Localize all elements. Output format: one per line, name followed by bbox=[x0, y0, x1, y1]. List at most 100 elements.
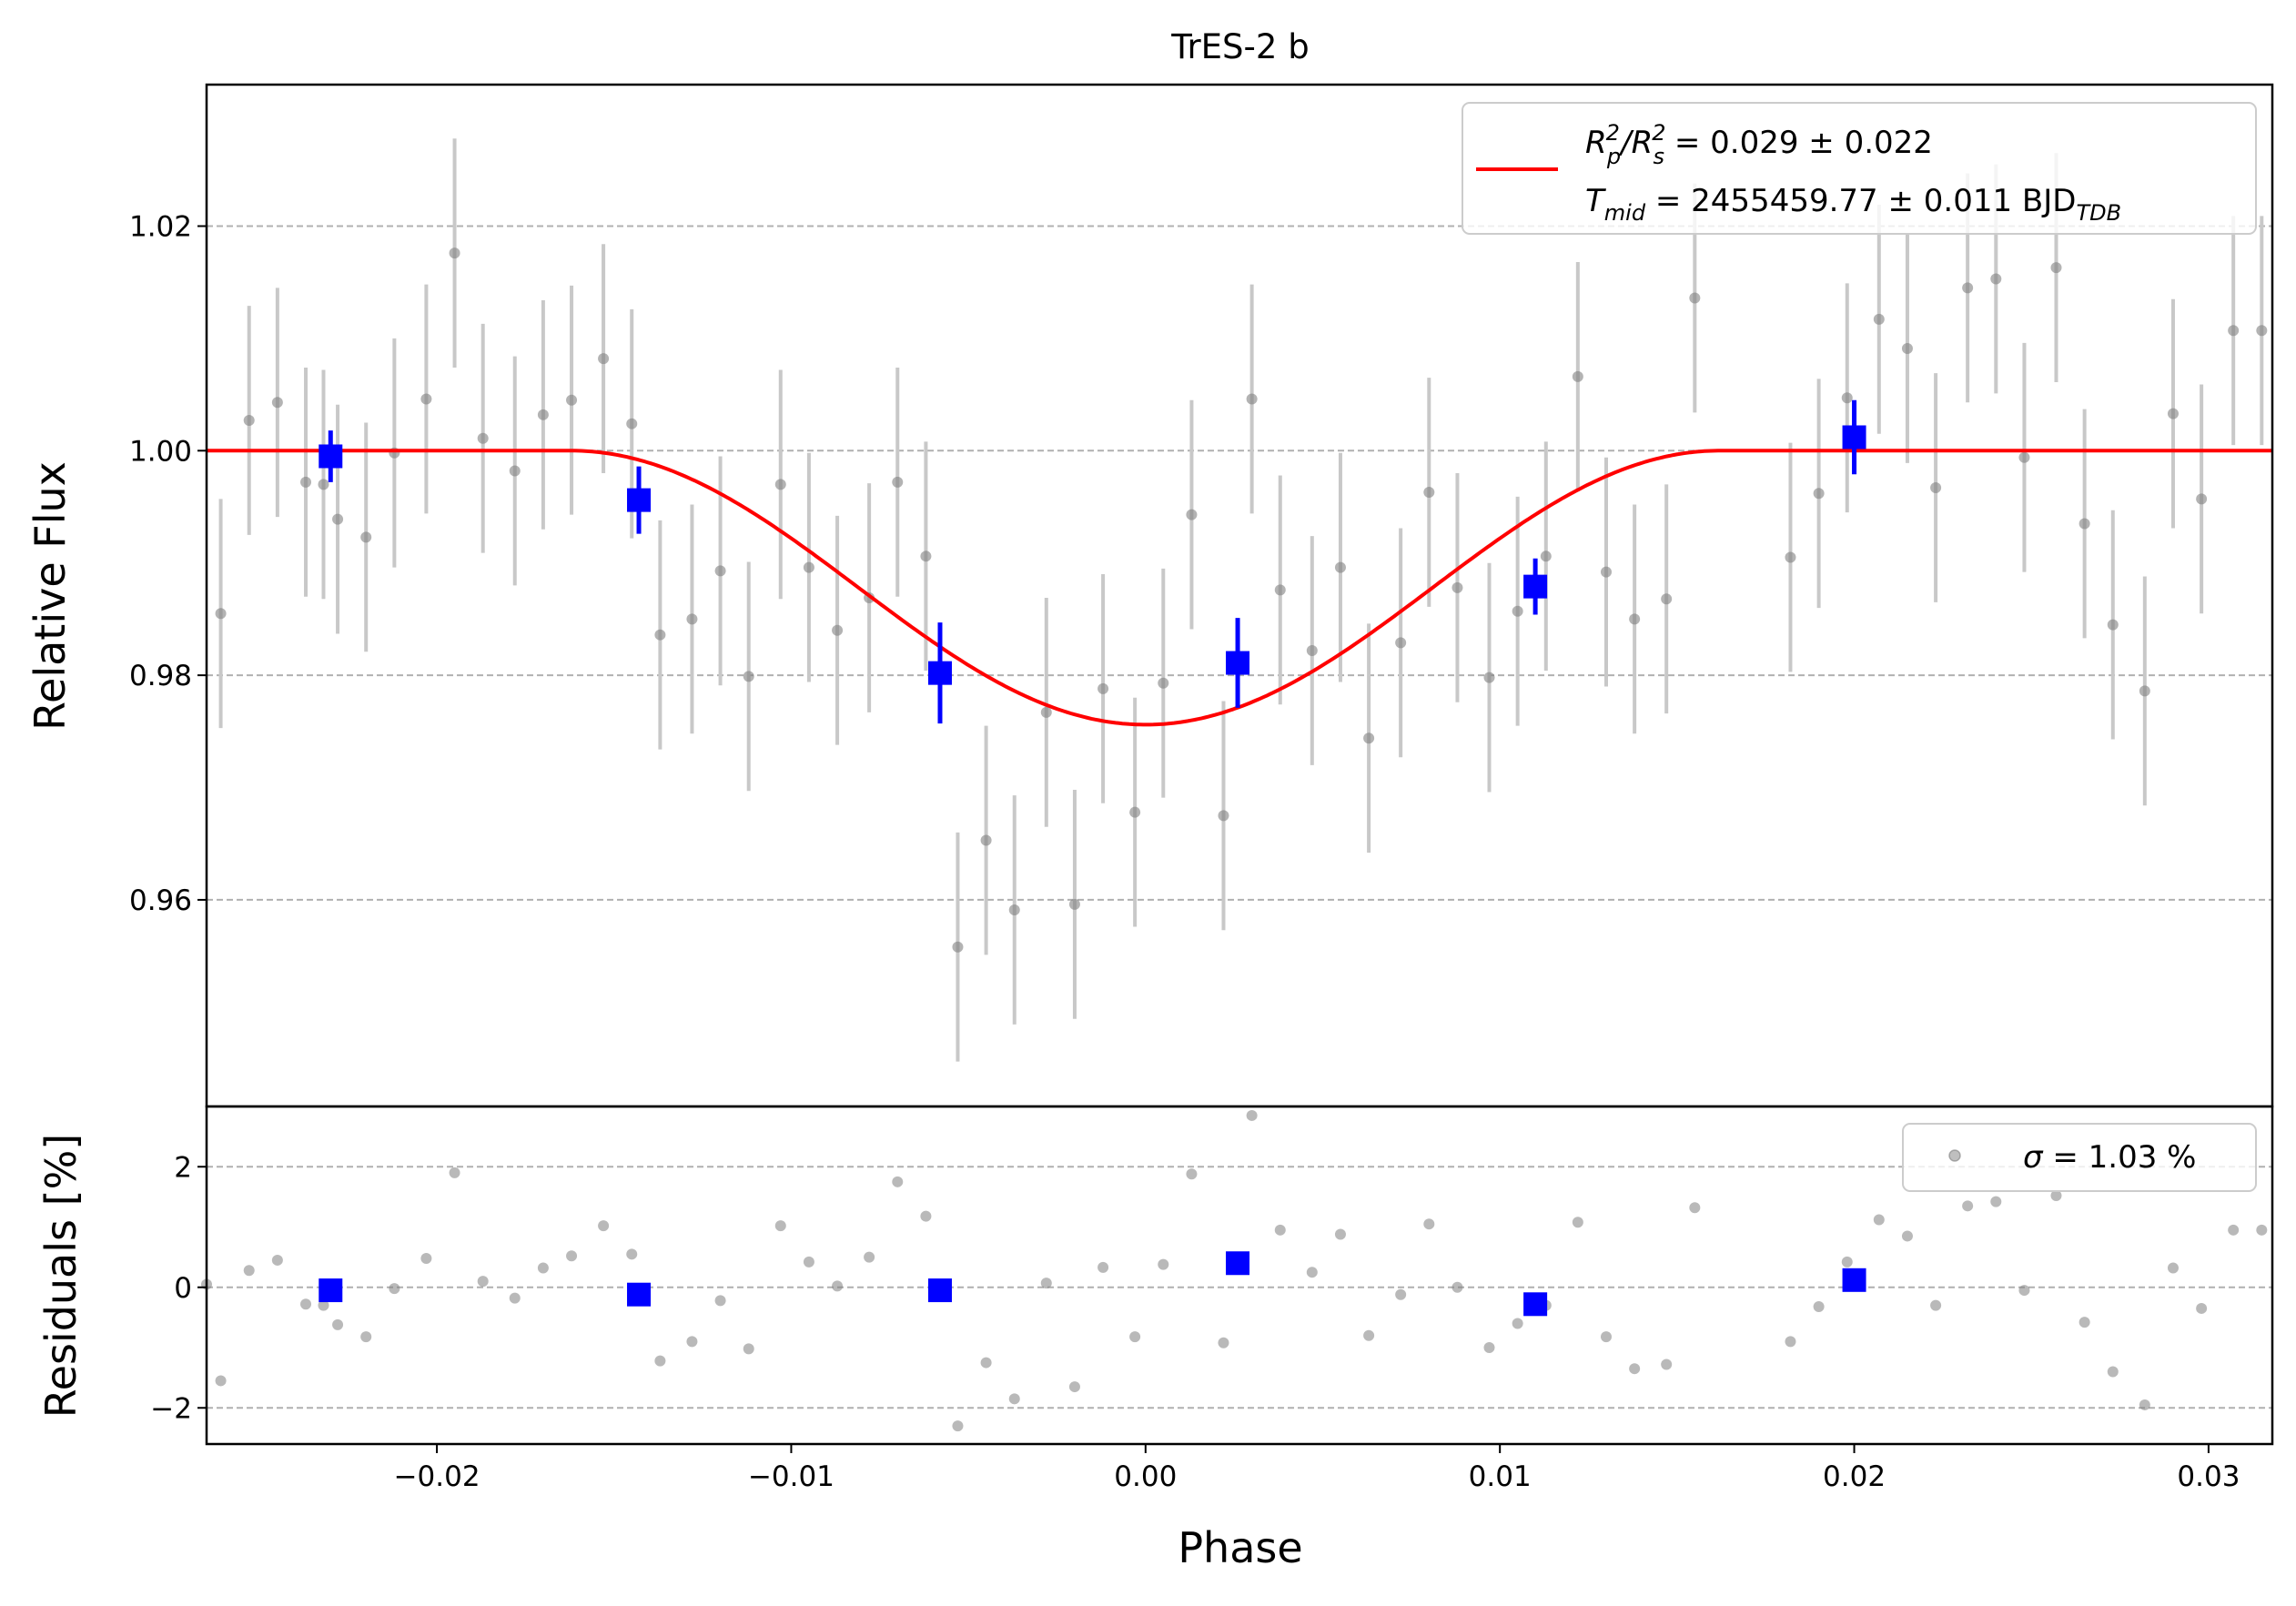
raw-data-point bbox=[654, 629, 666, 641]
raw-data-point bbox=[1962, 282, 1974, 294]
raw-data-point bbox=[243, 414, 255, 426]
main-legend: R2 p/R2 s = 0.029 ± 0.022 Tmid = 2455459.7… bbox=[1462, 102, 2257, 235]
residual-data-point bbox=[1629, 1363, 1641, 1375]
raw-data-point bbox=[1306, 644, 1318, 656]
residual-y-ticks: −2 0 2 bbox=[150, 1151, 207, 1425]
main-legend-box bbox=[1462, 102, 2257, 235]
residual-data-point bbox=[1901, 1230, 1913, 1242]
legend-entry-tmid: Tmid = 2455459.77 ± 0.011 BJDTDB bbox=[1585, 183, 2121, 226]
residual-data-point bbox=[714, 1295, 726, 1307]
residual-data-point bbox=[420, 1252, 432, 1264]
residual-data-point bbox=[2079, 1317, 2090, 1328]
residual-data-point bbox=[864, 1251, 875, 1263]
residual-data-point bbox=[1334, 1228, 1346, 1240]
residual-data-point bbox=[1661, 1359, 1673, 1370]
residual-data-point bbox=[1689, 1202, 1701, 1214]
residual-data-point bbox=[215, 1375, 227, 1387]
residual-data-point bbox=[1483, 1342, 1495, 1353]
main-y-tick-label: 0.96 bbox=[129, 884, 192, 917]
residual-data-point bbox=[1841, 1256, 1853, 1268]
residual-data-point bbox=[1990, 1196, 2002, 1207]
residual-data-point bbox=[1158, 1258, 1169, 1270]
residual-data-point bbox=[332, 1318, 344, 1330]
main-y-tick-label: 1.02 bbox=[129, 210, 192, 243]
x-tick-label: 0.02 bbox=[1823, 1460, 1886, 1493]
residual-data-point bbox=[654, 1355, 666, 1367]
residual-binned-point bbox=[927, 1278, 952, 1303]
raw-data-point bbox=[952, 941, 964, 953]
binned-data-point bbox=[1842, 425, 1866, 449]
residual-data-point bbox=[1274, 1224, 1286, 1236]
residual-data-point bbox=[1186, 1168, 1198, 1180]
residual-data-point bbox=[1129, 1331, 1141, 1343]
residual-data-point bbox=[1962, 1200, 1974, 1212]
x-tick-label: −0.02 bbox=[394, 1460, 480, 1493]
raw-data-point bbox=[920, 550, 932, 562]
residual-data-point bbox=[1512, 1318, 1523, 1329]
residual-data-point bbox=[389, 1283, 400, 1295]
raw-data-point bbox=[2167, 408, 2179, 419]
residual-data-point bbox=[2107, 1366, 2119, 1378]
residual-y-tick-label: 0 bbox=[174, 1272, 192, 1305]
residual-data-point bbox=[774, 1220, 786, 1232]
legend-entry-radius-ratio: R2 p/R2 s = 0.029 ± 0.022 bbox=[1585, 120, 1933, 169]
residual-data-point bbox=[566, 1250, 578, 1262]
residual-data-point bbox=[2228, 1224, 2240, 1236]
raw-data-point bbox=[1158, 677, 1169, 689]
raw-data-point bbox=[1600, 566, 1612, 578]
binned-data-point bbox=[319, 444, 343, 469]
raw-data-point bbox=[1901, 343, 1913, 355]
residual-binned-point bbox=[1842, 1268, 1866, 1292]
residual-binned-point bbox=[1226, 1251, 1250, 1276]
residual-data-point bbox=[509, 1292, 521, 1304]
residual-data-point bbox=[537, 1262, 549, 1274]
residual-data-point bbox=[1785, 1336, 1796, 1348]
raw-data-point bbox=[1186, 509, 1198, 520]
raw-data-point bbox=[1841, 392, 1853, 404]
raw-data-point bbox=[271, 397, 283, 409]
main-y-axis-label: Relative Flux bbox=[25, 461, 75, 731]
raw-data-point bbox=[892, 476, 904, 488]
raw-data-point bbox=[1873, 313, 1885, 325]
raw-data-point bbox=[1483, 672, 1495, 683]
raw-data-point bbox=[449, 247, 460, 259]
raw-data-point bbox=[1512, 605, 1523, 617]
raw-data-point bbox=[1129, 806, 1141, 818]
raw-data-point bbox=[774, 479, 786, 490]
legend-entry-sigma: σ = 1.03 % bbox=[2023, 1139, 2196, 1176]
residual-data-point bbox=[920, 1210, 932, 1222]
raw-data-point bbox=[215, 608, 227, 620]
x-axis-label: Phase bbox=[1178, 1523, 1302, 1572]
residual-legend-box bbox=[1902, 1123, 2257, 1192]
residual-data-point bbox=[980, 1357, 992, 1369]
residual-y-axis-label: Residuals [%] bbox=[36, 1134, 86, 1418]
raw-data-point bbox=[626, 418, 638, 429]
residual-data-point bbox=[598, 1220, 610, 1232]
raw-data-point bbox=[743, 671, 754, 682]
raw-data-point bbox=[1274, 584, 1286, 596]
raw-data-point bbox=[1785, 551, 1796, 563]
raw-data-point bbox=[1218, 810, 1229, 822]
residual-data-point bbox=[1930, 1299, 1942, 1311]
x-tick-label: 0.03 bbox=[2177, 1460, 2240, 1493]
main-y-tick-label: 1.00 bbox=[129, 435, 192, 468]
residual-binned-point bbox=[1523, 1292, 1548, 1317]
binned-data-point bbox=[927, 661, 952, 685]
raw-data-point bbox=[1068, 898, 1080, 910]
raw-data-point bbox=[1540, 550, 1552, 562]
raw-data-point bbox=[420, 393, 432, 405]
residual-data-point bbox=[2050, 1190, 2062, 1202]
residual-data-point bbox=[1395, 1288, 1407, 1300]
raw-data-point bbox=[714, 565, 726, 577]
raw-data-point bbox=[686, 613, 698, 625]
residual-data-point bbox=[1813, 1300, 1825, 1312]
residual-data-point bbox=[1246, 1109, 1258, 1121]
raw-data-point bbox=[1451, 581, 1463, 593]
raw-data-point bbox=[2196, 493, 2208, 505]
residual-binned-point bbox=[627, 1282, 652, 1307]
binned-data-point bbox=[1226, 651, 1250, 675]
raw-data-point bbox=[300, 476, 312, 488]
raw-data-point bbox=[1661, 593, 1673, 605]
